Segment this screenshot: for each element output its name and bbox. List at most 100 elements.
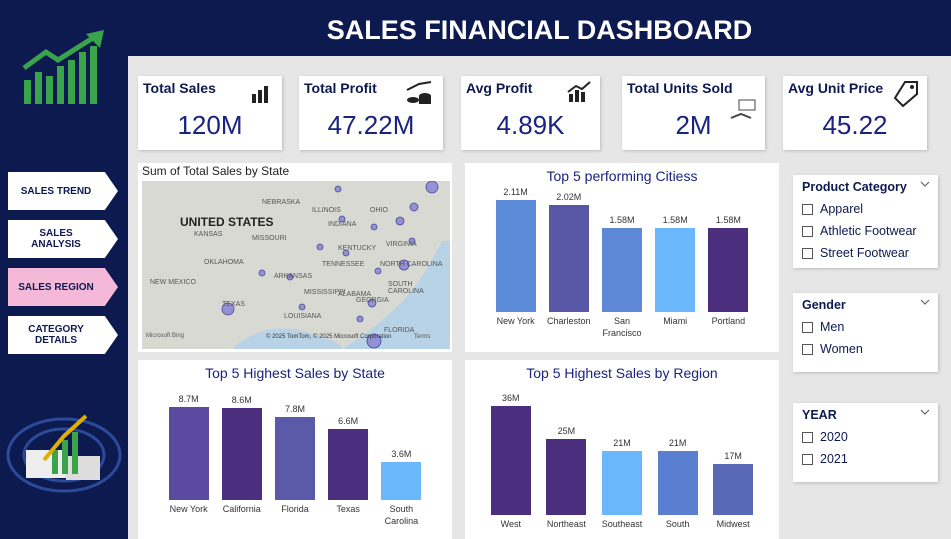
map-state-label: NORTH CAROLINA [380,261,443,268]
x-tick-label: Miami [663,316,688,326]
option-label: Athletic Footwear [820,224,917,238]
kpi-label: Total Sales [143,80,216,96]
chart-title: Top 5 Highest Sales by Region [526,365,718,381]
data-label: 1.58M [715,215,741,226]
slicer-title: Gender [802,298,846,312]
bar [602,451,642,515]
x-tick-label: Florida [281,504,309,514]
x-tick-label: California [222,504,261,514]
map-state-label: ILLINOIS [312,207,341,214]
dropdown-chevron[interactable] [920,299,930,307]
data-label: 21M [668,438,687,449]
data-label: 6.6M [338,416,359,427]
map-state-label: GEORGIA [356,297,389,304]
slicer-title: Product Category [802,180,907,194]
map-state-label: ALABAMA [338,291,372,298]
x-tick-label: San Francisco [602,316,642,338]
map-state-label: KANSAS [194,231,223,238]
x-tick-label: South Carolina [384,504,419,526]
map-credit: © 2025 TomTom, © 2025 Microsoft Corporat… [266,334,392,340]
checkbox[interactable] [802,343,813,355]
data-label: 36M [502,393,520,403]
nav-button[interactable]: SALES TREND [8,172,118,210]
data-label: 25M [557,426,576,437]
data-label: 7.8M [284,403,305,414]
map-state-label: LOUISIANA [284,313,322,320]
bar [708,228,749,312]
data-label: 1.58M [662,215,688,226]
dropdown-chevron[interactable] [920,181,930,189]
icon [730,99,756,119]
bar [655,228,696,312]
slicer-option[interactable]: 2021 [802,448,929,470]
logo [22,30,104,104]
map-terms[interactable]: Terms [414,334,431,340]
option-label: 2020 [820,430,848,444]
checkbox[interactable] [802,225,813,237]
map-state-label: MISSOURI [252,235,287,242]
data-label: 2.02M [556,191,582,202]
bar [275,416,315,500]
slicer-option[interactable]: Apparel [802,198,929,220]
data-label: 1.58M [609,215,635,226]
map-shapes [221,181,450,349]
map-state-label: VIRGINIA [386,241,417,248]
slicer-option[interactable]: Men [802,316,929,338]
kpi-card: Total Sales 120M [138,76,282,150]
chart-panel: Top 5 performing Citiess 2.11M New York 2.0… [465,163,779,352]
data-label: 3.6M [391,448,412,459]
kpi-label: Total Profit [304,80,377,96]
map-state-label: TENNESSEE [322,261,365,268]
map: UNITED STATES NEBRASKA ILLINOIS OHIO INDIAN… [142,181,450,349]
chart-panel: Top 5 Highest Sales by Region 36M West 25M N… [465,360,779,539]
kpi-value: 47.22M [327,110,415,140]
checkbox[interactable] [802,203,813,215]
header-title: SALES FINANCIAL DASHBOARD [128,0,951,56]
slicer-option[interactable]: Women [802,338,929,360]
map-state-label: SOUTH CAROLINA [388,281,424,295]
checkbox[interactable] [802,431,813,443]
bar [713,463,754,515]
bar [328,429,369,500]
data-label: 2.11M [503,187,528,197]
x-tick-label: New York [169,504,208,514]
nav-button[interactable]: CATEGORY DETAILS [8,316,118,354]
dropdown-chevron[interactable] [920,409,930,417]
option-label: Women [820,342,863,356]
bar [657,451,698,515]
x-tick-label: South [665,519,690,529]
x-tick-label: New York [496,316,535,326]
x-tick-label: Southeast [601,519,643,529]
checkbox[interactable] [802,453,813,465]
bar [490,406,531,515]
x-tick-label: Midwest [716,519,750,529]
bar [546,439,587,515]
bar [602,228,642,312]
x-tick-label: West [500,519,521,529]
map-state-label: MISSISSIPPI [304,289,346,296]
icon [893,81,918,108]
map-state-label: ARKANSAS [274,273,313,280]
kpi-value: 120M [177,110,243,140]
option-label: Apparel [820,202,864,216]
map-state-label: KENTUCKY [338,245,377,252]
slicer-option[interactable]: Athletic Footwear [802,220,929,242]
data-label: 21M [613,438,631,449]
x-tick-label: Charleston [547,316,591,326]
slicer-option[interactable]: Street Footwear [802,242,929,264]
nav-button[interactable]: SALES ANALYSIS [8,220,118,258]
checkbox[interactable] [802,247,813,259]
icon [406,81,432,104]
checkbox[interactable] [802,321,813,333]
map-state-label: INDIANA [328,221,357,228]
slicer: Product Category Apparel Athletic Footwear… [793,175,938,268]
map-panel: Sum of Total Sales by State UNITED STATE… [138,163,452,352]
nav-button[interactable]: SALES REGION [8,268,118,306]
data-label: 17M [724,450,742,461]
kpi-label: Avg Profit [466,80,533,96]
slicer-title: YEAR [802,408,837,422]
map-state-label: TEXAS [222,301,245,308]
slicer-option[interactable]: 2020 [802,426,929,448]
chart-title: Top 5 Highest Sales by State [205,365,385,381]
